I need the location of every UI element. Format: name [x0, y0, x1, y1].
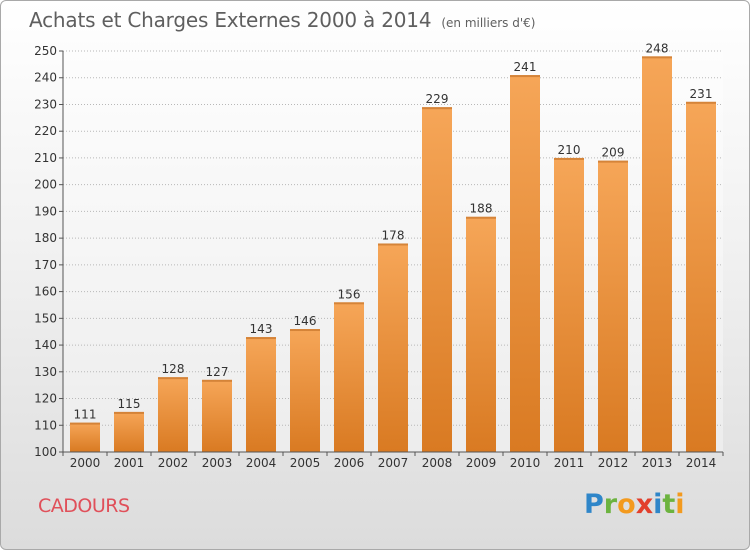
data-label: 143	[250, 322, 273, 336]
y-tick-label: 170	[34, 258, 57, 272]
data-label: 115	[118, 397, 141, 411]
x-tick-label: 2008	[422, 456, 453, 470]
logo-letter: r	[603, 489, 618, 520]
bar-cap	[114, 411, 144, 414]
bar	[686, 101, 716, 452]
y-tick-label: 160	[34, 285, 57, 299]
x-tick-label: 2006	[334, 456, 365, 470]
y-tick-label: 240	[34, 71, 57, 85]
logo-letter: P	[584, 489, 604, 520]
x-tick-label: 2000	[70, 456, 101, 470]
bar	[158, 377, 188, 452]
x-tick-label: 2007	[378, 456, 409, 470]
bar-cap	[642, 56, 672, 59]
logo-letter: i	[675, 489, 685, 520]
bar-cap	[510, 75, 540, 78]
data-label: 156	[338, 287, 361, 301]
x-tick-label: 2002	[158, 456, 189, 470]
y-tick-label: 250	[34, 44, 57, 58]
bar	[202, 379, 232, 452]
bar-cap	[158, 377, 188, 380]
logo-letter: o	[617, 489, 636, 520]
y-tick-label: 120	[34, 392, 57, 406]
x-tick-label: 2014	[686, 456, 717, 470]
y-tick-label: 110	[34, 418, 57, 432]
bar-cap	[70, 422, 100, 425]
bar	[422, 107, 452, 452]
bar-cap	[554, 157, 584, 160]
x-tick-label: 2012	[598, 456, 629, 470]
bar-cap	[202, 379, 232, 382]
logo-letter: x	[635, 489, 654, 520]
logo-letter: t	[662, 489, 676, 520]
y-tick-label: 140	[34, 338, 57, 352]
chart-subtitle: (en milliers d'€)	[441, 16, 536, 30]
bar-cap	[686, 101, 716, 104]
bar-cap	[598, 160, 628, 163]
bar	[466, 216, 496, 452]
x-tick-label: 2010	[510, 456, 541, 470]
y-tick-label: 100	[34, 445, 57, 459]
data-label: 178	[382, 228, 405, 242]
y-tick-label: 190	[34, 204, 57, 218]
bar	[510, 75, 540, 452]
x-tick-label: 2003	[202, 456, 233, 470]
bar-cap	[246, 337, 276, 340]
bar-cap	[334, 302, 364, 305]
data-label: 209	[602, 146, 625, 160]
data-label: 231	[690, 87, 713, 101]
data-label: 241	[514, 60, 537, 74]
data-label: 188	[470, 202, 493, 216]
data-label: 229	[426, 92, 449, 106]
bar	[70, 422, 100, 452]
x-tick-label: 2009	[466, 456, 497, 470]
data-labels: 111 115 128 127 143 146 156 178 229 188 241 210 209 2…	[74, 41, 713, 421]
y-axis: 100 110 120 130 140 150 160 170 180 190 200 210 220 2…	[34, 44, 64, 459]
x-tick-label: 2004	[246, 456, 277, 470]
commune-name: CADOURS	[38, 495, 130, 517]
bar-cap	[466, 216, 496, 219]
bar-cap	[422, 107, 452, 110]
bar	[598, 160, 628, 452]
proxiti-logo: Proxiti	[584, 489, 685, 520]
bar-cap	[290, 329, 320, 332]
y-tick-label: 220	[34, 124, 57, 138]
bar	[554, 157, 584, 452]
data-label: 146	[294, 314, 317, 328]
y-tick-label: 230	[34, 97, 57, 111]
y-tick-label: 180	[34, 231, 57, 245]
x-tick-label: 2005	[290, 456, 321, 470]
data-label: 111	[74, 408, 97, 422]
bars	[70, 56, 716, 452]
x-tick-label: 2013	[642, 456, 673, 470]
y-tick-label: 150	[34, 311, 57, 325]
data-label: 248	[646, 41, 669, 55]
bar	[642, 56, 672, 452]
bar	[334, 302, 364, 452]
title-row: Achats et Charges Externes 2000 à 2014 (e…	[29, 8, 535, 32]
x-tick-label: 2001	[114, 456, 145, 470]
data-label: 210	[558, 143, 581, 157]
logo-letter: i	[653, 489, 663, 520]
bar	[246, 337, 276, 452]
x-tick-label: 2011	[554, 456, 585, 470]
y-tick-label: 130	[34, 365, 57, 379]
data-label: 127	[206, 365, 229, 379]
chart-title: Achats et Charges Externes 2000 à 2014	[29, 8, 432, 32]
x-axis: 2000 2001 2002 2003 2004 2005 2006 2007 2008 2009…	[62, 451, 724, 470]
data-label: 128	[162, 362, 185, 376]
bar-cap	[378, 243, 408, 246]
bar	[290, 329, 320, 452]
y-tick-label: 200	[34, 178, 57, 192]
bar	[114, 411, 144, 452]
y-tick-label: 210	[34, 151, 57, 165]
bar	[378, 243, 408, 452]
